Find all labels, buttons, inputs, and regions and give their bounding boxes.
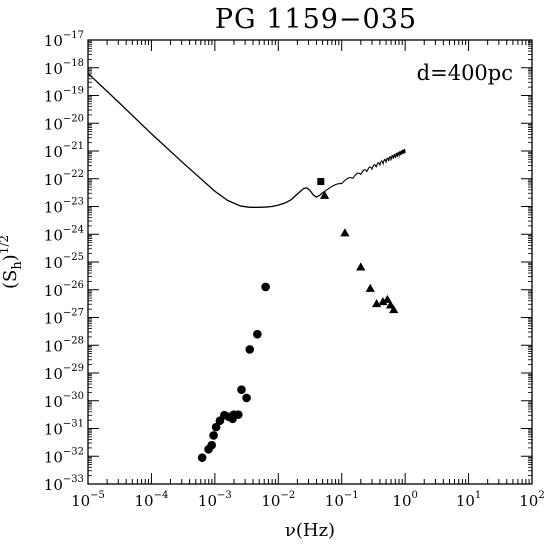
y-axis-label-subscript: h bbox=[10, 261, 25, 270]
circle-data-point bbox=[245, 345, 255, 354]
plot-frame bbox=[87, 39, 533, 485]
y-axis-label: (Sh)1/2 bbox=[0, 235, 25, 289]
y-tick-label: 10−19 bbox=[44, 86, 84, 106]
y-axis-label-exponent: 1/2 bbox=[0, 235, 11, 254]
y-tick-label: 10−25 bbox=[44, 252, 84, 272]
triangle-data-point bbox=[389, 305, 399, 314]
y-tick-label: 10−30 bbox=[44, 391, 84, 411]
y-tick-label: 10−20 bbox=[44, 113, 84, 133]
y-tick-label: 10−32 bbox=[44, 446, 84, 466]
y-tick-label: 10−24 bbox=[44, 224, 84, 244]
data-series bbox=[87, 72, 406, 462]
y-tick-label: 10−27 bbox=[44, 308, 84, 328]
y-tick-labels: 10−33 10−32 10−31 10−30 10−29 10−28 10−27 10−26… bbox=[44, 30, 84, 494]
circle-data-point bbox=[209, 431, 218, 440]
triangle-data-point bbox=[365, 283, 375, 292]
y-tick-label: 10−22 bbox=[44, 169, 84, 189]
x-tick-labels: 10−5 10−4 10−3 10−2 10−1 100 101 102 bbox=[71, 490, 545, 510]
circle-data-point bbox=[253, 329, 262, 339]
x-tick-label: 10−3 bbox=[198, 490, 232, 510]
circle-data-point bbox=[242, 393, 251, 403]
x-tick-label: 10−5 bbox=[71, 490, 105, 510]
x-tick-label: 10−1 bbox=[325, 490, 359, 510]
y-tick-label: 10−33 bbox=[44, 474, 84, 494]
noise-curve-line bbox=[87, 72, 324, 208]
triangle-data-point bbox=[385, 300, 396, 309]
chart-title: PG 1159−035 bbox=[215, 4, 417, 35]
circle-data-point bbox=[211, 422, 221, 432]
x-tick-label: 101 bbox=[456, 490, 481, 510]
circle-data-point bbox=[207, 440, 216, 450]
triangle-data-point bbox=[319, 190, 330, 199]
y-tick-label: 10−29 bbox=[44, 363, 84, 383]
y-tick-label: 10−21 bbox=[44, 141, 84, 161]
triangle-data-point bbox=[356, 262, 366, 271]
x-tick-label: 10−2 bbox=[261, 490, 295, 510]
y-tick-label: 10−17 bbox=[44, 30, 84, 50]
circle-data-point bbox=[234, 410, 243, 419]
noise-curve-oscillating-line bbox=[322, 148, 406, 194]
triangle-data-point bbox=[378, 297, 388, 306]
triangle-data-point bbox=[340, 228, 350, 237]
x-axis-label: ν(Hz) bbox=[285, 520, 335, 541]
distance-annotation: d=400pc bbox=[417, 61, 513, 85]
square-data-point bbox=[317, 178, 325, 186]
y-tick-label: 10−26 bbox=[44, 280, 84, 300]
circle-data-point bbox=[261, 282, 270, 292]
axis-ticks bbox=[87, 39, 533, 485]
y-tick-label: 10−28 bbox=[44, 335, 84, 355]
x-tick-label: 100 bbox=[392, 490, 417, 510]
y-tick-label: 10−18 bbox=[44, 58, 84, 78]
circle-data-point bbox=[237, 385, 246, 394]
triangle-data-point bbox=[382, 294, 392, 303]
circle-data-point bbox=[197, 453, 207, 462]
x-tick-label: 102 bbox=[519, 490, 544, 510]
y-tick-label: 10−23 bbox=[44, 197, 84, 217]
x-tick-label: 10−4 bbox=[135, 490, 169, 510]
y-tick-label: 10−31 bbox=[44, 419, 84, 439]
